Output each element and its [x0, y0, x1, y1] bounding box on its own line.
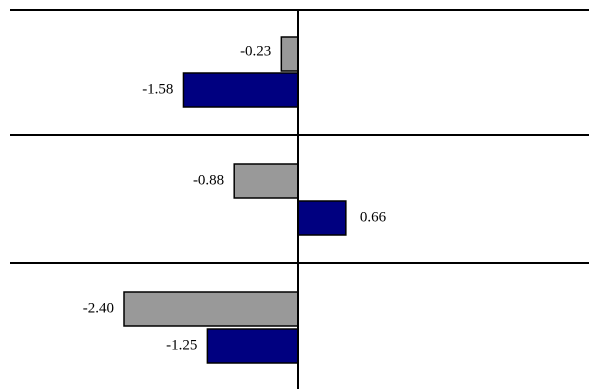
- bar: [297, 200, 347, 236]
- data-label: 0.66: [360, 209, 387, 225]
- bar: [233, 163, 299, 199]
- bar: [206, 328, 299, 364]
- data-label: -1.58: [142, 81, 173, 97]
- data-label: -1.25: [166, 337, 197, 353]
- data-labels: -0.23 -0.88 -2.40 -1.58 0.66 -1.25: [83, 43, 387, 353]
- data-label: -0.88: [193, 172, 224, 188]
- data-label: -0.23: [240, 43, 271, 59]
- bar: [182, 72, 299, 108]
- bar: [280, 36, 299, 72]
- gridlines: [10, 9, 589, 264]
- bar: [123, 291, 299, 327]
- data-label: -2.40: [83, 300, 114, 316]
